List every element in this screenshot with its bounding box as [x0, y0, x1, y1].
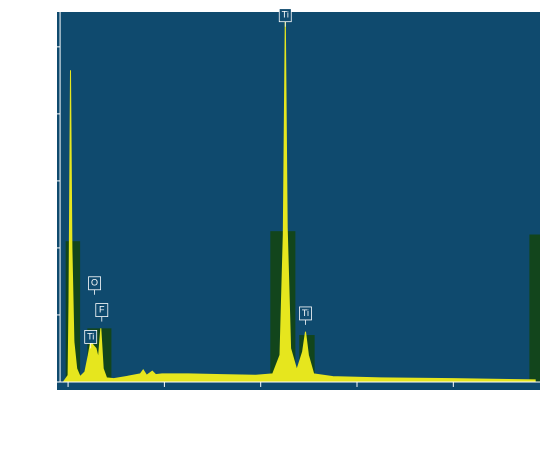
annotation: Ti — [87, 331, 94, 341]
spectrum — [62, 16, 536, 383]
x-tick-label: 0 — [65, 393, 71, 404]
x-tick-label: 2 — [162, 393, 168, 404]
annotation-box — [95, 303, 109, 317]
y-tick-label: 1 — [47, 310, 53, 321]
plot-background — [57, 12, 540, 390]
annotation: O — [91, 278, 98, 288]
x-tick-label: 4 — [258, 393, 264, 404]
annotation: Ti — [282, 10, 289, 20]
x-axis-title: Binding energy [keV] — [215, 411, 385, 430]
y-tick-label: 0 — [47, 377, 53, 388]
annotation-box — [299, 306, 312, 321]
annotation-box — [88, 276, 101, 291]
annotation: F — [99, 304, 105, 314]
x-tick-label: 6 — [354, 393, 360, 404]
y-axis-title: Counts — [11, 161, 30, 220]
y-tick-label: 2 — [47, 243, 53, 254]
annotation-box — [278, 8, 292, 23]
region — [529, 234, 540, 382]
y-tick-label: 4 — [47, 109, 53, 120]
x-tick-label: 8 — [451, 393, 457, 404]
y-tick-label: 3 — [47, 176, 53, 187]
annotation-box — [84, 329, 98, 344]
annotation: Ti — [302, 308, 309, 318]
y-tick-label: 5 — [47, 41, 53, 52]
